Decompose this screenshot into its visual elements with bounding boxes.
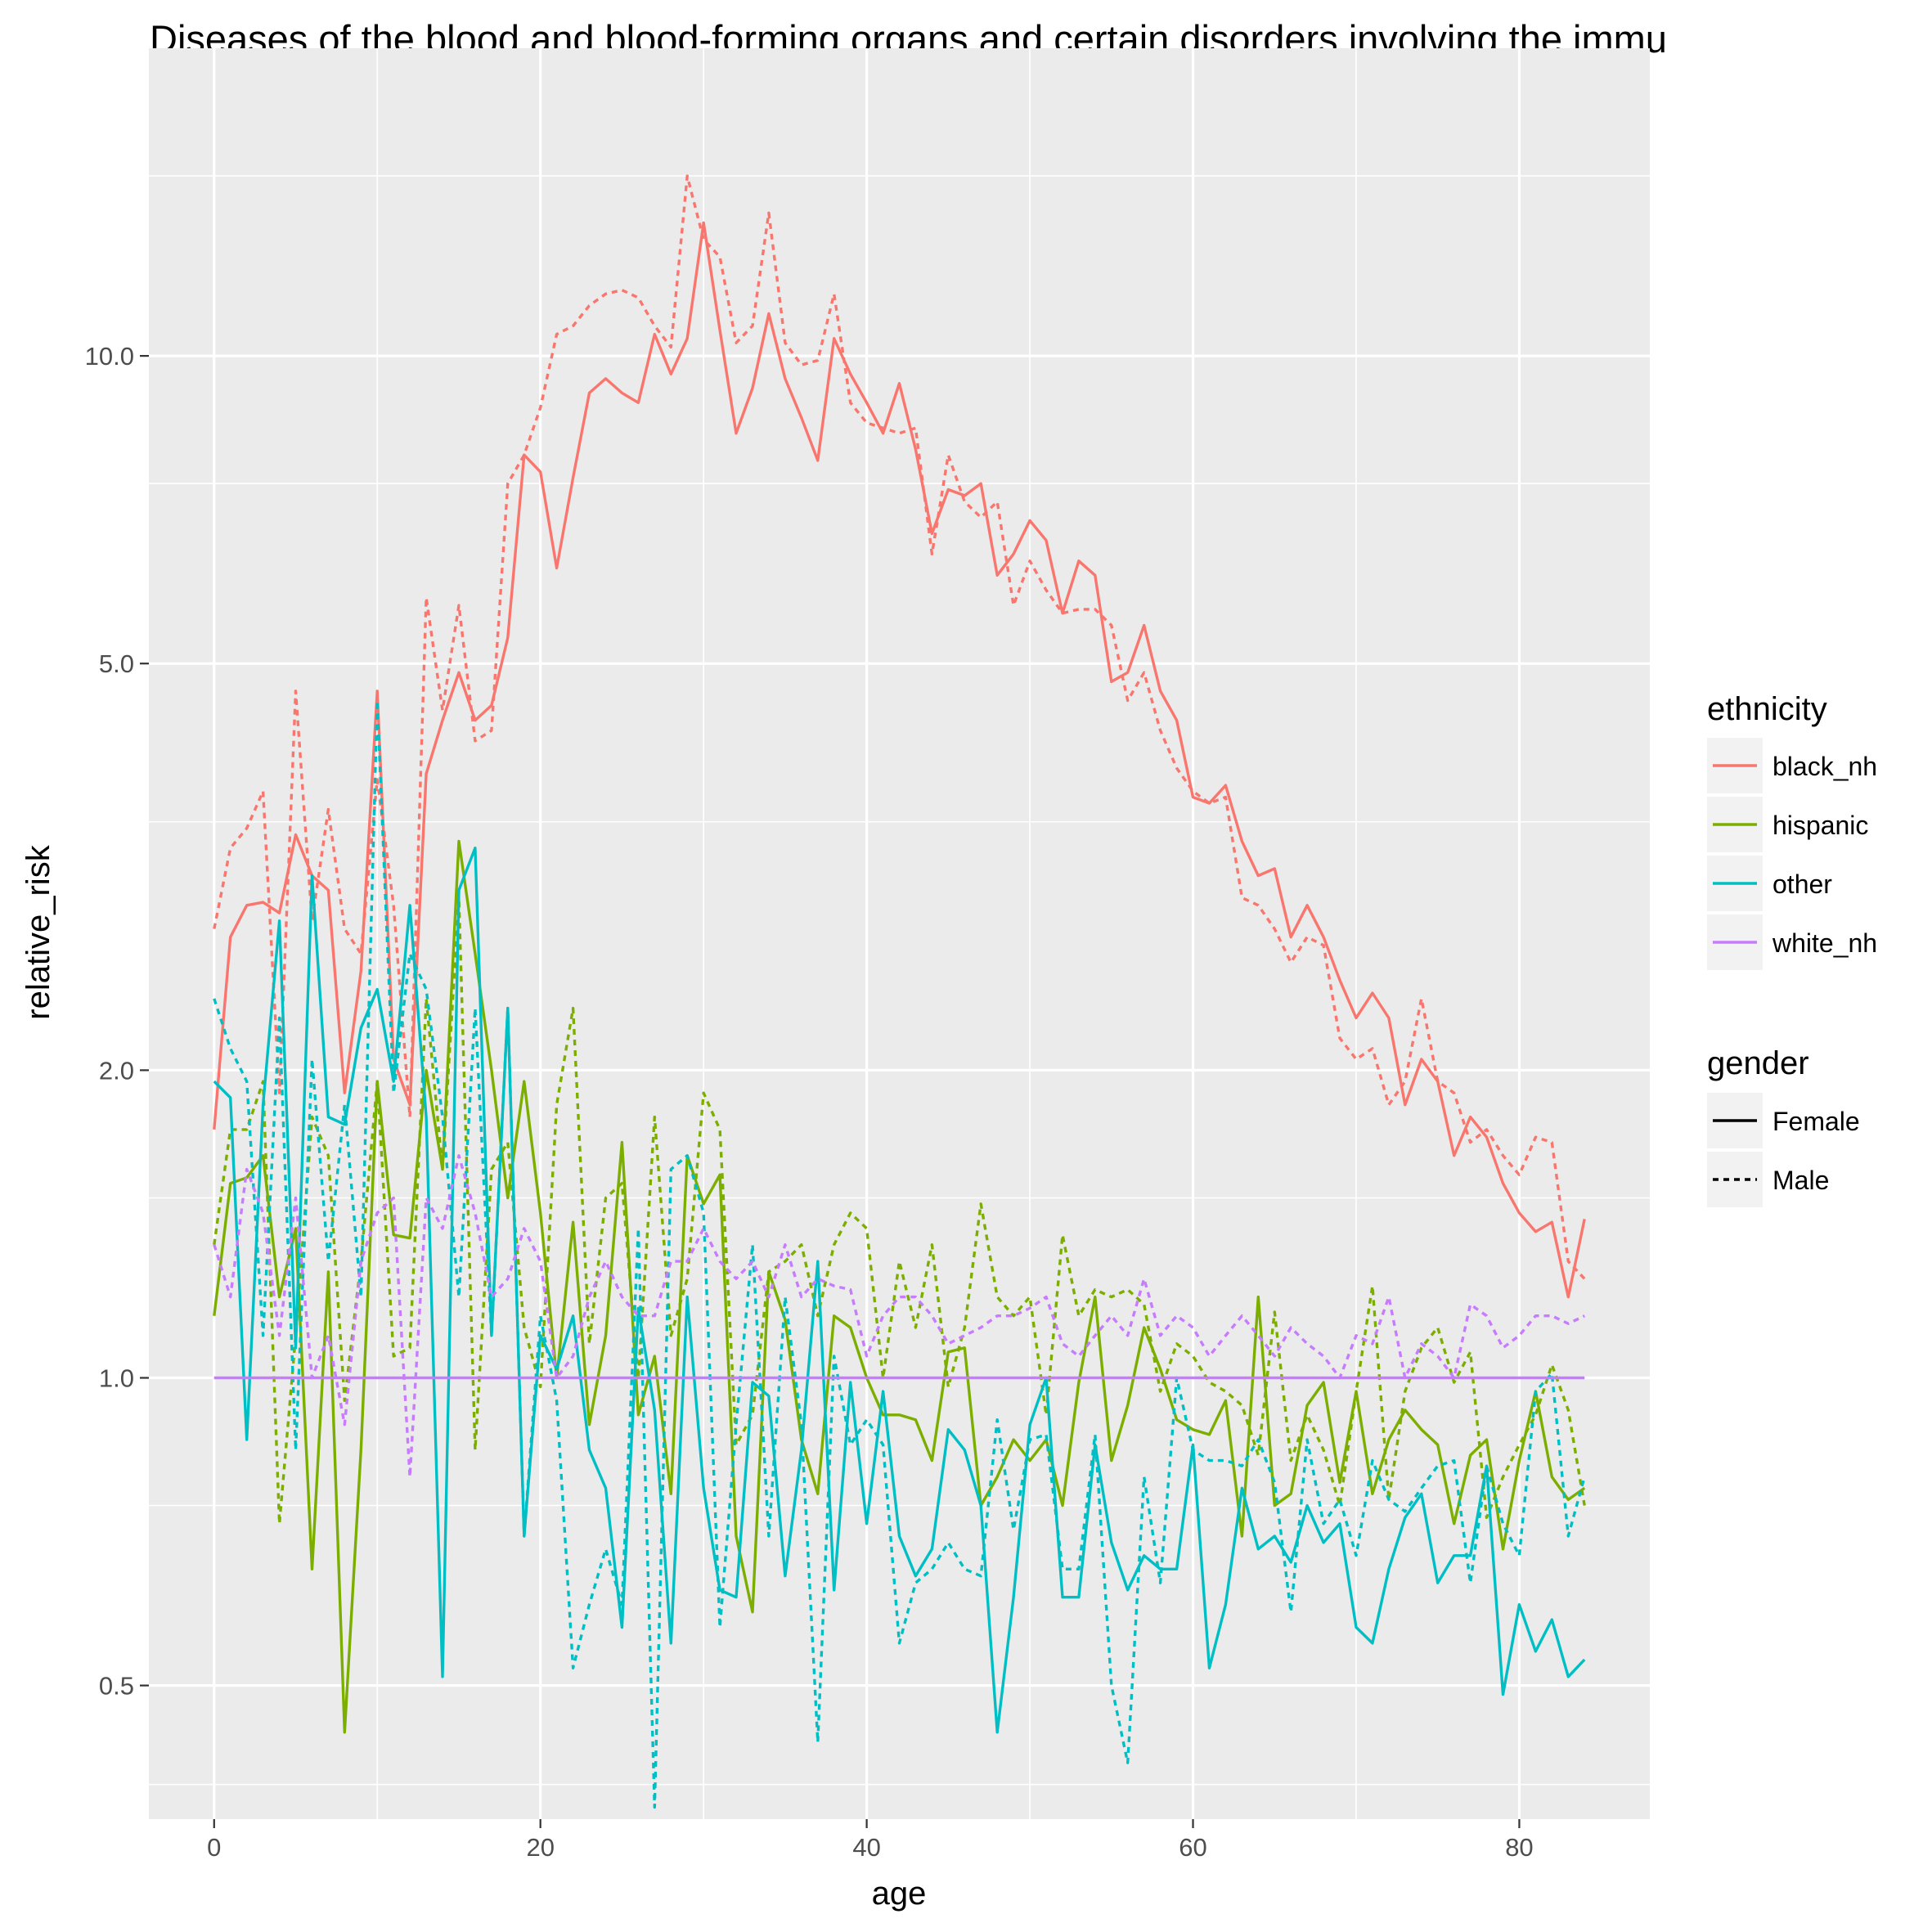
series-line-black-nh-female [213, 221, 1586, 1299]
y-tick-label: 1.0 [99, 1364, 134, 1393]
legend-label-white-nh: white_nh [1772, 928, 1877, 958]
series-line-white-nh-male [213, 1154, 1585, 1479]
minor-gridlines [149, 48, 1650, 1819]
y-tick-label: 2.0 [99, 1056, 134, 1085]
y-axis-title: relative_risk [20, 844, 56, 1019]
x-tick-label: 40 [852, 1833, 880, 1862]
x-axis: 0 20 40 60 80 [207, 1819, 1534, 1862]
major-gridlines [149, 48, 1650, 1819]
legend-title-gender: gender [1707, 1045, 1809, 1081]
y-tick-label: 10.0 [85, 342, 134, 371]
series-line-other-female [213, 846, 1586, 1734]
legend-label-other: other [1772, 869, 1832, 899]
x-tick-label: 60 [1179, 1833, 1206, 1862]
series-line-other-male [213, 699, 1586, 1809]
legend-label-female: Female [1772, 1107, 1860, 1136]
plot-panel [149, 48, 1650, 1819]
y-tick-label: 5.0 [99, 649, 134, 678]
legend-label-male: Male [1772, 1166, 1829, 1195]
legend-label-hispanic: hispanic [1772, 811, 1868, 840]
x-tick-label: 20 [526, 1833, 554, 1862]
series-line-hispanic-male [213, 896, 1586, 1525]
x-axis-title: age [872, 1876, 927, 1912]
x-tick-label: 0 [207, 1833, 221, 1862]
legend: ethnicity black_nh hispanic other white_nhge… [1707, 691, 1877, 1207]
y-tick-label: 0.5 [99, 1672, 134, 1701]
legend-title-ethnicity: ethnicity [1707, 691, 1827, 727]
legend-label-black-nh: black_nh [1772, 752, 1877, 781]
x-tick-label: 80 [1505, 1833, 1533, 1862]
series-lines [213, 174, 1586, 1809]
y-axis: 0.5 1.0 2.0 5.0 10.0 [85, 342, 149, 1701]
